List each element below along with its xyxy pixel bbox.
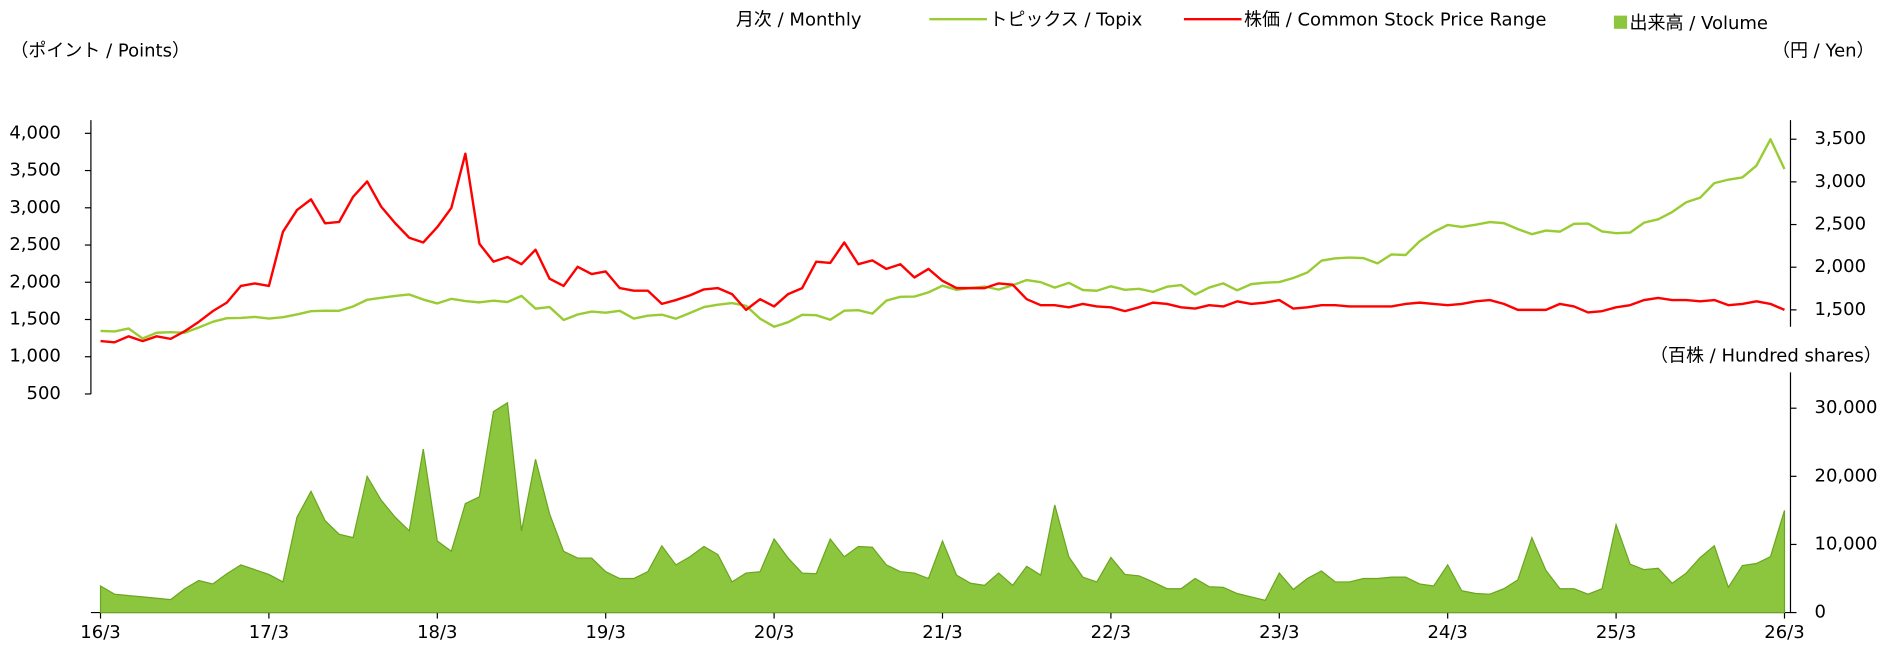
x-tick-label: 20/3 bbox=[754, 622, 794, 643]
x-tick-label: 22/3 bbox=[1091, 622, 1131, 643]
legend-label: 株価 / Common Stock Price Range bbox=[1244, 9, 1547, 30]
volume-area bbox=[99, 401, 1786, 614]
y2-tick-label: 2,000 bbox=[1815, 256, 1867, 277]
y-tick-label: 2,000 bbox=[9, 271, 61, 292]
y-axis-label: （ポイント / Points） bbox=[10, 41, 190, 62]
y3-tick-label: 10,000 bbox=[1815, 533, 1878, 554]
x-tick-label: 16/3 bbox=[80, 622, 120, 643]
y3-tick-label: 0 bbox=[1815, 602, 1826, 623]
y2-tick-label: 3,000 bbox=[1815, 171, 1867, 192]
series-line bbox=[100, 138, 1786, 340]
x-tick-label: 17/3 bbox=[249, 622, 289, 643]
series-line bbox=[100, 152, 1785, 344]
y2-tick-label: 1,500 bbox=[1815, 299, 1867, 320]
y2-axis-label: （円 / Yen） bbox=[1772, 41, 1875, 62]
y-tick-label: 4,000 bbox=[9, 122, 61, 143]
y-tick-label: 2,500 bbox=[9, 234, 61, 255]
x-tick-label: 21/3 bbox=[922, 622, 962, 643]
legend-label: トピックス / Topix bbox=[989, 9, 1142, 30]
y-tick-label: 3,000 bbox=[9, 197, 61, 218]
y-tick-label: 1,000 bbox=[9, 346, 61, 367]
x-tick-label: 24/3 bbox=[1427, 622, 1467, 643]
y2-tick-label: 2,500 bbox=[1815, 214, 1867, 235]
y2-tick-label: 3,500 bbox=[1815, 128, 1867, 149]
legend-swatch bbox=[1613, 15, 1628, 29]
x-tick-label: 23/3 bbox=[1259, 622, 1299, 643]
x-tick-label: 19/3 bbox=[585, 622, 625, 643]
y3-tick-label: 30,000 bbox=[1815, 397, 1878, 418]
y-tick-label: 500 bbox=[27, 383, 61, 404]
x-tick-label: 18/3 bbox=[417, 622, 457, 643]
y-tick-label: 1,500 bbox=[9, 308, 61, 329]
y-tick-label: 3,500 bbox=[9, 160, 61, 181]
x-tick-label: 25/3 bbox=[1596, 622, 1636, 643]
legend-label: 出来高 / Volume bbox=[1630, 13, 1768, 34]
legend-title: 月次 / Monthly bbox=[736, 9, 862, 30]
y3-axis-label: （百株 / Hundred shares） bbox=[1650, 346, 1882, 367]
y3-tick-label: 20,000 bbox=[1815, 465, 1878, 486]
x-tick-label: 26/3 bbox=[1764, 622, 1804, 643]
